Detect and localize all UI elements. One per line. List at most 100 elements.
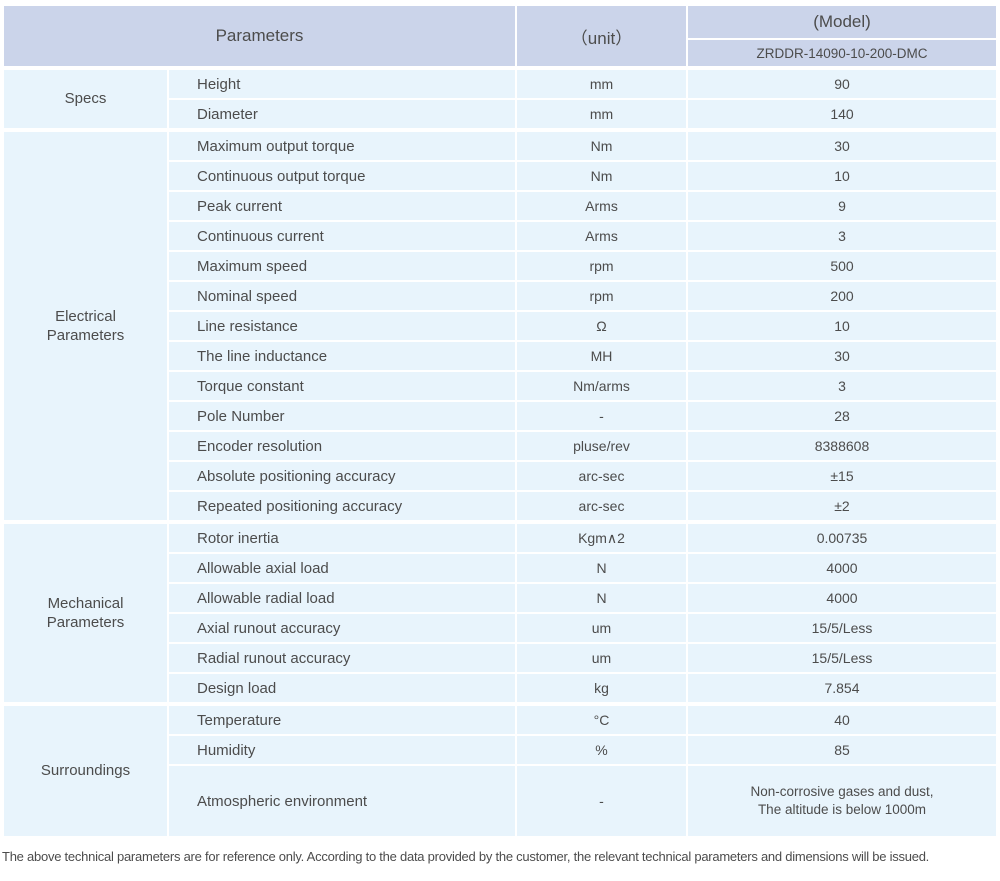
table-row: Atmospheric environment - Non-corrosive … <box>3 764 998 838</box>
unit-cell: Arms <box>515 220 688 252</box>
param-cell: Diameter <box>167 98 517 131</box>
value-cell: 30 <box>686 128 998 162</box>
param-cell: Maximum output torque <box>167 128 517 162</box>
unit-cell: rpm <box>515 250 688 282</box>
table-row: Axial runout accuracy um 15/5/Less <box>3 612 998 644</box>
value-cell: 15/5/Less <box>686 612 998 644</box>
value-cell: 28 <box>686 400 998 432</box>
table-row: Continuous current Arms 3 <box>3 220 998 252</box>
value-cell: ±15 <box>686 460 998 492</box>
param-cell: Design load <box>167 672 517 705</box>
table-row: Peak current Arms 9 <box>3 190 998 222</box>
param-cell: Pole Number <box>167 400 517 432</box>
table-row: Encoder resolution pluse/rev 8388608 <box>3 430 998 462</box>
param-cell: Allowable radial load <box>167 582 517 614</box>
param-cell: Absolute positioning accuracy <box>167 460 517 492</box>
table-row: Mechanical Parameters Rotor inertia Kgm∧… <box>2 520 998 705</box>
table-row: Pole Number - 28 <box>3 400 998 432</box>
unit-cell: um <box>515 642 688 674</box>
unit-cell: Arms <box>515 190 688 222</box>
param-cell: Peak current <box>167 190 517 222</box>
param-cell: Nominal speed <box>167 280 517 312</box>
unit-cell: - <box>515 764 688 838</box>
category-cell-surroundings: Surroundings <box>2 702 169 838</box>
unit-cell: N <box>515 582 688 614</box>
unit-cell: Nm <box>515 160 688 192</box>
table-row: The line inductance MH 30 <box>3 340 998 372</box>
param-cell: Torque constant <box>167 370 517 402</box>
param-cell: Axial runout accuracy <box>167 612 517 644</box>
value-cell: 85 <box>686 734 998 766</box>
category-cell-specs: Specs <box>2 66 169 131</box>
category-cell-mechanical: Mechanical Parameters <box>2 520 169 705</box>
table-row: Nominal speed rpm 200 <box>3 280 998 312</box>
table-body: Specs Height mm 90 Diameter mm 140 Elect… <box>2 66 998 838</box>
table-row: Maximum speed rpm 500 <box>3 250 998 282</box>
unit-cell: rpm <box>515 280 688 312</box>
unit-cell: arc-sec <box>515 460 688 492</box>
param-cell: Radial runout accuracy <box>167 642 517 674</box>
unit-cell: MH <box>515 340 688 372</box>
param-cell: Rotor inertia <box>167 520 517 554</box>
unit-cell: mm <box>515 66 688 100</box>
unit-cell: N <box>515 552 688 584</box>
unit-cell: mm <box>515 98 688 131</box>
value-cell: 10 <box>686 310 998 342</box>
value-cell: 200 <box>686 280 998 312</box>
param-cell: Line resistance <box>167 310 517 342</box>
unit-cell: pluse/rev <box>515 430 688 462</box>
table-row: Electrical Parameters Maximum output tor… <box>2 128 998 523</box>
param-cell: Encoder resolution <box>167 430 517 462</box>
unit-cell: arc-sec <box>515 490 688 523</box>
param-cell: Continuous output torque <box>167 160 517 192</box>
param-cell: Allowable axial load <box>167 552 517 584</box>
value-cell: 30 <box>686 340 998 372</box>
table-row: Absolute positioning accuracy arc-sec ±1… <box>3 460 998 492</box>
value-cell: 9 <box>686 190 998 222</box>
value-cell: 40 <box>686 702 998 736</box>
footer-note: The above technical parameters are for r… <box>2 849 930 864</box>
value-cell: 8388608 <box>686 430 998 462</box>
table-row: Humidity % 85 <box>3 734 998 766</box>
value-cell: 500 <box>686 250 998 282</box>
table-row: Surroundings Temperature °C 40 <box>2 702 998 838</box>
value-cell: 15/5/Less <box>686 642 998 674</box>
unit-cell: um <box>515 612 688 644</box>
param-cell: Atmospheric environment <box>167 764 517 838</box>
value-cell: Non-corrosive gases and dust, The altitu… <box>686 764 998 838</box>
value-cell: 4000 <box>686 582 998 614</box>
parameters-header: Parameters <box>2 4 517 69</box>
table-row: Torque constant Nm/arms 3 <box>3 370 998 402</box>
unit-cell: Ω <box>515 310 688 342</box>
value-cell: 3 <box>686 370 998 402</box>
table-row: Diameter mm 140 <box>3 98 998 131</box>
unit-cell: Kgm∧2 <box>515 520 688 554</box>
value-cell: 10 <box>686 160 998 192</box>
param-cell: Continuous current <box>167 220 517 252</box>
table-row: Radial runout accuracy um 15/5/Less <box>3 642 998 674</box>
category-cell-electrical: Electrical Parameters <box>2 128 169 523</box>
table-row: Specs Height mm 90 <box>2 66 998 131</box>
value-cell: ±2 <box>686 490 998 523</box>
value-cell: 7.854 <box>686 672 998 705</box>
value-cell: 4000 <box>686 552 998 584</box>
table-row: Allowable axial load N 4000 <box>3 552 998 584</box>
param-cell: Temperature <box>167 702 517 736</box>
param-cell: Height <box>167 66 517 100</box>
value-cell: 0.00735 <box>686 520 998 554</box>
value-cell: 3 <box>686 220 998 252</box>
unit-cell: % <box>515 734 688 766</box>
table-row: Line resistance Ω 10 <box>3 310 998 342</box>
unit-cell: kg <box>515 672 688 705</box>
unit-cell: °C <box>515 702 688 736</box>
table-row: Allowable radial load N 4000 <box>3 582 998 614</box>
param-cell: Maximum speed <box>167 250 517 282</box>
unit-cell: - <box>515 400 688 432</box>
model-number: ZRDDR-14090-10-200-DMC <box>686 38 998 69</box>
table-row: Repeated positioning accuracy arc-sec ±2 <box>3 490 998 523</box>
value-cell: 140 <box>686 98 998 131</box>
header-row-2: ZRDDR-14090-10-200-DMC <box>3 38 998 69</box>
spec-table: Parameters （unit） (Model) ZRDDR-14090-10… <box>2 3 998 838</box>
param-cell: The line inductance <box>167 340 517 372</box>
value-cell: 90 <box>686 66 998 100</box>
